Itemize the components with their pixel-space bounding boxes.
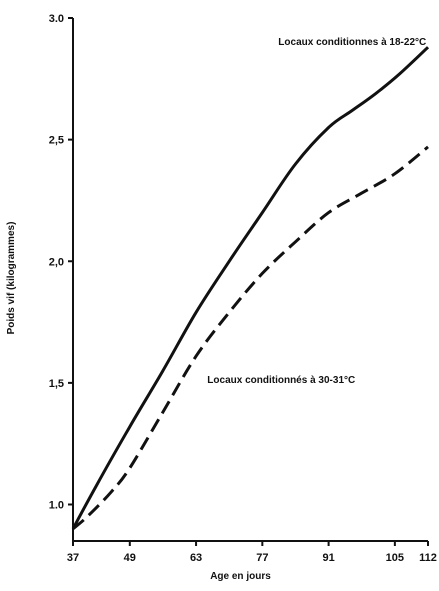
x-tick-label: 63 bbox=[190, 552, 202, 564]
x-tick-label: 77 bbox=[256, 552, 268, 564]
series-line-solid bbox=[71, 46, 430, 530]
series-line-dashed bbox=[72, 145, 429, 530]
series-lines bbox=[71, 46, 430, 530]
y-tick-label: 1,5 bbox=[49, 378, 64, 390]
labels: 1.0 1,5 2,0 2,5 3.0 37 49 63 77 91 105 112 Age en jo… bbox=[6, 13, 437, 582]
series-annotation: Locaux conditionnés à 30-31°C bbox=[207, 375, 355, 386]
x-tick-label: 49 bbox=[124, 552, 136, 564]
x-tick-label: 112 bbox=[419, 552, 437, 564]
x-tick-label: 105 bbox=[386, 552, 404, 564]
x-tick-label: 37 bbox=[67, 552, 79, 564]
series-annotation: Locaux conditionnes à 18-22°C bbox=[278, 37, 426, 48]
x-axis-title: Age en jours bbox=[210, 571, 271, 582]
y-tick-label: 1.0 bbox=[49, 500, 64, 512]
y-tick-label: 2,0 bbox=[49, 256, 64, 268]
y-axis-title: Poids vif (kilogrammes) bbox=[6, 222, 17, 335]
y-tick-label: 3.0 bbox=[49, 13, 64, 25]
y-tick-label: 2,5 bbox=[49, 135, 64, 147]
axes bbox=[68, 17, 429, 546]
x-tick-label: 91 bbox=[322, 552, 334, 564]
